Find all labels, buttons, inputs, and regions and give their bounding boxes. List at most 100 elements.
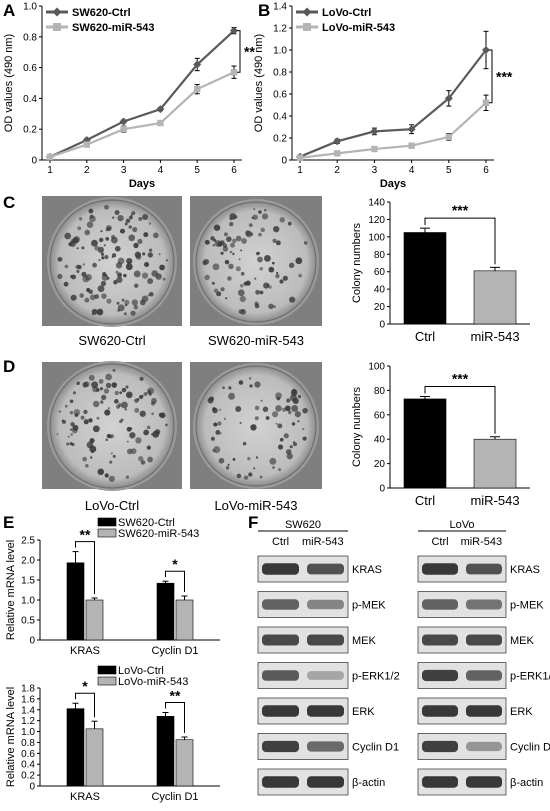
y-tick-label: 1.4 <box>21 705 35 716</box>
colony <box>134 251 142 258</box>
colony <box>286 398 291 403</box>
data-point <box>157 119 164 127</box>
y-tick-label: 0.2 <box>273 134 287 145</box>
colony <box>85 463 89 468</box>
colony <box>245 280 251 286</box>
colony <box>297 395 302 399</box>
colony <box>74 413 79 417</box>
colony <box>88 374 95 381</box>
bar-chart-c: 0 20 40 60 80 100 120 140 Colony numbers Ctrl miR-… <box>351 198 530 344</box>
category-label: Cyclin D1 <box>151 645 198 657</box>
colony <box>226 236 232 242</box>
colony <box>120 401 128 409</box>
blot-band <box>307 741 344 752</box>
colony <box>86 221 94 228</box>
colony <box>269 457 277 465</box>
colony-images-c: SW620-Ctrl SW620-miR-543 <box>42 196 322 348</box>
colony <box>57 256 63 262</box>
colony <box>285 449 292 455</box>
colony <box>70 294 77 301</box>
colony <box>242 441 247 446</box>
colony <box>286 453 293 460</box>
colony <box>57 273 63 280</box>
colony <box>235 406 242 412</box>
y-tick-label: 60 <box>374 410 386 421</box>
colony <box>117 272 123 278</box>
colony <box>99 387 104 391</box>
legend-label: LoVo-Ctrl <box>322 7 371 19</box>
colony <box>252 214 258 220</box>
colony <box>79 293 85 298</box>
dish-lovo-ctrl-plate <box>49 363 175 489</box>
colony <box>302 436 307 441</box>
significance-bracket <box>75 541 95 594</box>
colony <box>136 398 140 401</box>
data-point <box>407 125 416 134</box>
colony <box>228 263 234 270</box>
data-point <box>83 141 90 148</box>
colony <box>271 411 279 418</box>
blot-band <box>466 634 502 646</box>
colony <box>76 269 80 273</box>
colony <box>272 238 277 243</box>
colony <box>70 433 73 436</box>
y-tick-label: 100 <box>368 362 385 373</box>
y-tick-label: 140 <box>368 198 385 209</box>
colony <box>91 239 98 247</box>
colony <box>100 230 103 233</box>
y-tick-label: 0.4 <box>273 112 287 123</box>
significance-label: *** <box>452 371 469 387</box>
colony <box>130 448 137 455</box>
y-tick-label: 1.0 <box>23 2 37 13</box>
colony <box>278 468 282 472</box>
colony <box>121 387 127 393</box>
y-tick-label: 60 <box>374 267 386 278</box>
colony <box>259 290 264 295</box>
blot-row-label: ERK <box>352 706 375 718</box>
blot-band <box>307 776 344 788</box>
colony <box>212 407 218 414</box>
colony <box>72 391 77 395</box>
y-tick-label: 2.5 <box>21 536 35 547</box>
x-tick-label: 3 <box>372 165 378 176</box>
legend-swatch <box>97 665 117 675</box>
x-tick-label: 6 <box>231 165 237 176</box>
x-tick-label: 1 <box>47 165 53 176</box>
y-tick-label: 1.0 <box>21 727 35 738</box>
colony <box>67 435 70 438</box>
series-line <box>299 101 487 159</box>
y-tick-label: 1.5 <box>21 576 35 587</box>
colony <box>123 273 127 278</box>
colony <box>147 278 154 285</box>
colony-caption-sw620-mir543: SW620-miR-543 <box>208 333 304 348</box>
y-tick-label: 0.2 <box>23 125 37 136</box>
colony <box>82 263 86 266</box>
significance-label: * <box>172 556 178 572</box>
colony <box>255 456 259 459</box>
colony <box>232 238 237 244</box>
colony <box>131 211 136 216</box>
bar <box>403 232 447 325</box>
colony <box>224 259 230 265</box>
colony <box>148 222 152 225</box>
colony <box>133 242 139 249</box>
colony <box>249 384 253 388</box>
data-point <box>445 133 452 141</box>
panel-label-d: D <box>3 357 15 376</box>
colony <box>218 457 225 464</box>
colony <box>236 473 242 479</box>
colony <box>291 388 297 395</box>
significance-label: *** <box>496 68 513 84</box>
colony <box>89 438 95 444</box>
colony <box>271 261 275 265</box>
x-tick-label: 5 <box>446 165 452 176</box>
colony <box>125 218 131 224</box>
y-tick-label: 20 <box>374 459 386 470</box>
blot-band <box>307 634 344 646</box>
colony <box>219 432 222 435</box>
colony <box>255 289 260 295</box>
blot-row-label: MEK <box>352 635 377 647</box>
colony <box>80 415 85 420</box>
y-tick-label: 0 <box>29 782 35 793</box>
colony <box>248 223 253 228</box>
